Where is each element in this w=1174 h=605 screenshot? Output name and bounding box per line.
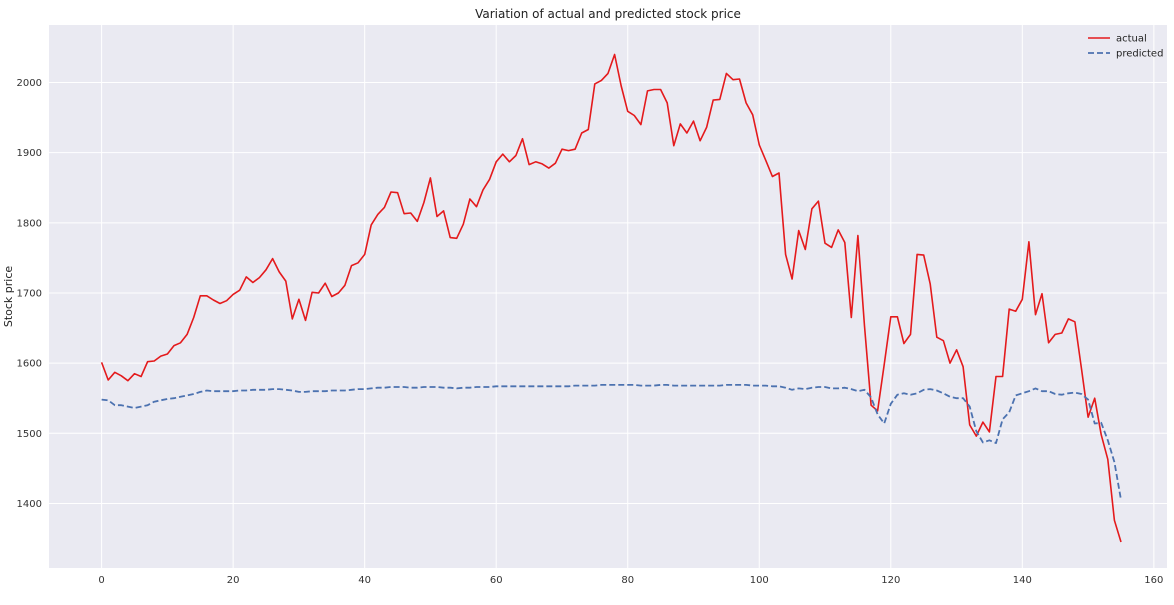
- y-tick-label: 1600: [17, 359, 42, 370]
- y-tick-label: 2000: [17, 78, 42, 89]
- series-line-predicted: [101, 383, 1122, 501]
- y-axis-label: Stock price: [2, 266, 15, 328]
- x-tick-label: 100: [750, 575, 769, 586]
- x-tick-label: 40: [358, 575, 371, 586]
- x-tick-label: 160: [1144, 575, 1163, 586]
- legend-label-actual: actual: [1116, 34, 1147, 45]
- plot-area: [49, 25, 1167, 568]
- x-tick-label: 140: [1013, 575, 1032, 586]
- x-tick-label: 0: [98, 575, 104, 586]
- y-tick-label: 1800: [17, 218, 42, 229]
- legend-label-predicted: predicted: [1116, 49, 1163, 60]
- y-tick-label: 1400: [17, 499, 42, 510]
- x-tick-label: 60: [490, 575, 503, 586]
- legend: actual predicted: [1088, 34, 1163, 60]
- y-tick-label: 1500: [17, 429, 42, 440]
- y-tick-label: 1900: [17, 148, 42, 159]
- x-tick-label: 20: [227, 575, 240, 586]
- x-tick-label: 120: [881, 575, 900, 586]
- chart-title: Variation of actual and predicted stock …: [475, 7, 741, 21]
- grid: [49, 25, 1167, 568]
- y-tick-label: 1700: [17, 288, 42, 299]
- series-line-actual: [100, 53, 1122, 543]
- x-tick-label: 80: [621, 575, 634, 586]
